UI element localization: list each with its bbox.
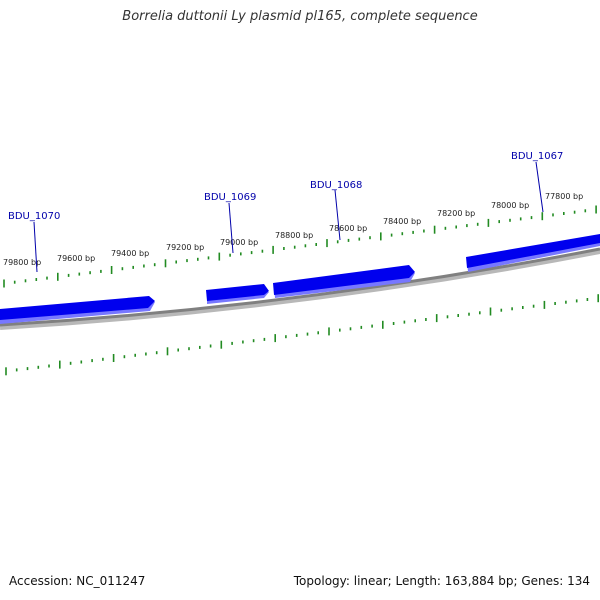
ruler-label: 79400 bp [111, 249, 149, 258]
gene-bdu-1067[interactable]: BDU_1067 [466, 151, 600, 272]
gene-label: BDU_1068 [310, 180, 362, 191]
accession-label: Accession: NC_011247 [9, 574, 146, 588]
gene-label-leader [334, 189, 341, 241]
gene-bdu-1068[interactable]: BDU_1068 [273, 180, 415, 298]
gene-arrow [0, 296, 155, 320]
gene-label: BDU_1067 [511, 151, 563, 162]
gene-label-leader [535, 161, 544, 213]
gene-arrow [206, 284, 269, 301]
gene-bdu-1069[interactable]: BDU_1069 [204, 192, 269, 304]
sequence-summary: Topology: linear; Length: 163,884 bp; Ge… [293, 574, 590, 588]
ruler-label: 78000 bp [491, 201, 529, 210]
sequence-backbone-shadow [0, 248, 600, 330]
ruler-label: 79200 bp [166, 243, 204, 252]
ruler-label: 79600 bp [57, 254, 95, 263]
ruler-label: 78800 bp [275, 231, 313, 240]
gene-label-leader [228, 202, 234, 254]
ruler-labels: 79800 bp 79600 bp 79400 bp 79200 bp 7900… [3, 192, 583, 267]
gene-label: BDU_1069 [204, 192, 256, 203]
ruler-ticks-lower [5, 294, 600, 376]
ruler-label: 77800 bp [545, 192, 583, 201]
ruler-label: 78400 bp [383, 217, 421, 226]
gene-arrow [273, 265, 415, 295]
ruler-label: 79800 bp [3, 258, 41, 267]
ruler-label: 79000 bp [220, 238, 258, 247]
gene-label-leader [33, 221, 38, 273]
map-title: Borrelia duttonii Ly plasmid pl165, comp… [122, 9, 478, 24]
sequence-backbone [0, 247, 600, 327]
ruler-label: 78600 bp [329, 224, 367, 233]
ruler-label: 78200 bp [437, 209, 475, 218]
gene-label: BDU_1070 [8, 211, 60, 222]
gene-bdu-1070[interactable]: BDU_1070 [0, 211, 155, 324]
gene-arrow [466, 234, 600, 268]
ruler-ticks-upper [3, 205, 597, 288]
